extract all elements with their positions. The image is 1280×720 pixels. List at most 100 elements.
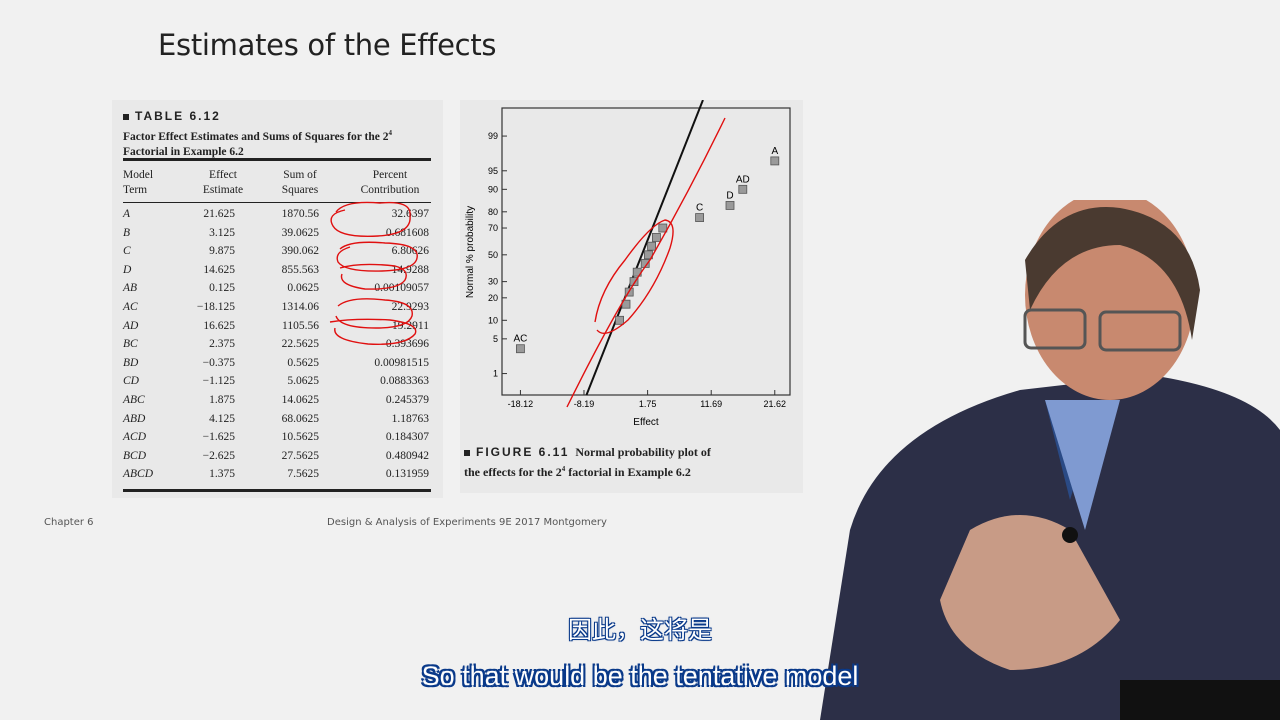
shirt [1045, 400, 1120, 530]
y-tick-label: 70 [488, 223, 498, 233]
table-row: ABC 1.875 14.0625 0.245379 [123, 394, 431, 413]
model-term-cell: A [123, 208, 131, 220]
sum-of-squares-cell: 0.0625 [287, 282, 319, 295]
table-row: BC 2.375 22.5625 0.393696 [123, 338, 431, 357]
y-tick-label: 50 [488, 250, 498, 260]
header-effect-estimate: Effect Estimate [202, 169, 244, 196]
effect-estimate-cell: 9.875 [209, 245, 235, 258]
x-tick-label: -18.12 [508, 399, 534, 409]
y-tick-label: 95 [488, 166, 498, 176]
percent-contribution-cell: 0.480942 [385, 449, 429, 462]
sum-of-squares-cell: 855.563 [281, 263, 319, 276]
percent-contribution-cell: 6.80626 [391, 245, 429, 258]
footer-book-title: Design & Analysis of Experiments 9E 2017… [327, 517, 607, 528]
model-term-cell: ABC [123, 394, 145, 406]
sum-of-squares-cell: 68.0625 [281, 412, 319, 425]
effect-estimate-cell: 4.125 [209, 412, 235, 425]
percent-contribution-cell: 14.9288 [391, 263, 429, 276]
effect-estimate-cell: 2.375 [209, 338, 235, 351]
table-header-rule [123, 202, 431, 203]
table-row: BD −0.375 0.5625 0.00981515 [123, 357, 431, 376]
percent-contribution-cell: 19.2911 [392, 319, 429, 332]
table-row: ABCD 1.375 7.5625 0.131959 [123, 468, 431, 487]
model-term-cell: B [123, 226, 131, 239]
subtitle-english: So that would be the tentative model [421, 661, 859, 691]
x-tick-label: 11.69 [700, 399, 722, 409]
data-point [651, 233, 661, 242]
sum-of-squares-cell: 10.5625 [281, 431, 319, 444]
percent-contribution-cell: 0.00109057 [374, 282, 429, 295]
sum-of-squares-cell: 7.5625 [287, 468, 319, 481]
y-tick-label: 5 [493, 334, 498, 344]
table-row: ABD 4.125 68.0625 1.18763 [123, 413, 431, 432]
subtitle-chinese: 因此，这将是 [568, 616, 712, 644]
percent-contribution-cell: 0.00981515 [374, 356, 429, 369]
sum-of-squares-cell: 1105.56 [282, 319, 319, 332]
normal-probability-plot: 99 95 90 80 70 50 30 20 10 5 1 -18.12 -8.19 1.75 11.6… [465, 100, 791, 428]
effects-table-panel: TABLE 6.12 Factor Effect Estimates and S… [112, 100, 443, 498]
data-point [770, 156, 780, 166]
y-tick-label: 10 [488, 315, 498, 325]
data-point [647, 241, 657, 251]
percent-contribution-cell: 0.184307 [385, 431, 429, 444]
hair [1025, 207, 1200, 340]
y-tick-label: 80 [488, 207, 498, 217]
model-term-cell: D [123, 263, 132, 276]
model-term-cell: BC [123, 338, 138, 351]
effect-estimate-cell: 14.625 [203, 263, 235, 276]
table-row: A 21.625 1870.56 32.6397 [123, 208, 431, 227]
effect-estimate-cell: 3.125 [209, 226, 235, 239]
effect-estimate-cell: 16.625 [203, 319, 235, 332]
point-label: A [771, 146, 778, 157]
model-term-cell: C [123, 245, 131, 258]
percent-contribution-cell: 22.9293 [391, 301, 429, 313]
effect-estimate-cell: −1.625 [202, 431, 235, 444]
table-caption: Factor Effect Estimates and Sums of Squa… [123, 129, 392, 158]
point-label: AC [513, 334, 527, 345]
header-percent-contribution: Percent Contribution [360, 169, 420, 196]
percent-contribution-cell: 32.6397 [391, 208, 429, 220]
data-point [624, 287, 634, 297]
sum-of-squares-cell: 0.5625 [287, 356, 319, 369]
effect-estimate-cell: 0.125 [209, 282, 235, 295]
slide-title: Estimates of the Effects [158, 28, 497, 62]
sum-of-squares-cell: 5.0625 [287, 375, 319, 388]
x-tick-label: 21.62 [764, 399, 787, 409]
glasses-right [1098, 310, 1182, 352]
x-tick-label: 1.75 [639, 399, 657, 409]
table-label: TABLE 6.12 [123, 109, 221, 123]
table-row: ACD −1.625 10.5625 0.184307 [123, 431, 431, 450]
sum-of-squares-cell: 1314.06 [281, 301, 319, 313]
table-row: CD −1.125 5.0625 0.0883363 [123, 375, 431, 394]
data-point [643, 250, 653, 260]
y-tick-label: 30 [488, 277, 498, 287]
table-row: C 9.875 390.062 6.80626 [123, 245, 431, 264]
data-point [658, 223, 668, 233]
sum-of-squares-cell: 27.5625 [281, 449, 319, 462]
podium [1120, 680, 1280, 720]
table-row: D 14.625 855.563 14.9288 [123, 264, 431, 283]
effect-estimate-cell: −0.375 [202, 356, 235, 369]
model-term-cell: AD [123, 319, 139, 332]
table-row: AC −18.125 1314.06 22.9293 [123, 301, 431, 320]
data-point [640, 259, 650, 268]
effect-estimate-cell: 1.875 [209, 394, 235, 406]
presenter-video [820, 200, 1280, 720]
x-axis-label: Effect [633, 417, 659, 428]
effect-estimate-cell: −1.125 [202, 375, 235, 388]
sum-of-squares-cell: 1870.56 [281, 208, 319, 220]
point-label: D [726, 190, 733, 201]
model-term-cell: ABCD [123, 468, 154, 481]
percent-contribution-cell: 0.0883363 [380, 375, 429, 388]
model-term-cell: CD [123, 375, 139, 388]
hand [940, 515, 1120, 670]
model-term-cell: AC [123, 301, 138, 313]
header-sum-of-squares: Sum of Squares [281, 169, 319, 196]
model-term-cell: BD [123, 356, 139, 369]
table-top-rule [123, 158, 431, 161]
percent-contribution-cell: 0.681608 [385, 226, 429, 239]
y-tick-label: 99 [488, 131, 498, 141]
fit-line [585, 100, 704, 396]
figure-caption: FIGURE 6.11 Normal probability plot of t… [464, 445, 711, 479]
model-term-cell: ABD [123, 412, 146, 425]
